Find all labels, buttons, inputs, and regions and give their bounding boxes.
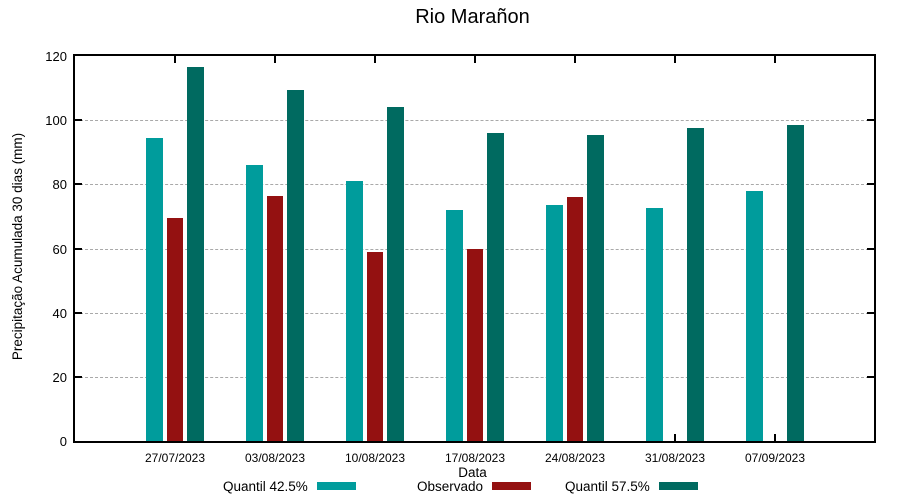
bar-quantil-42.5- (146, 137, 163, 441)
bar-quantil-42.5- (446, 210, 463, 441)
bar-quantil-57.5- (487, 133, 504, 441)
x-tick-label: 03/08/2023 (244, 451, 306, 465)
bar-quantil-57.5- (687, 128, 704, 441)
legend-swatch (316, 482, 356, 490)
bar-quantil-42.5- (746, 190, 763, 441)
x-axis-label: Data (458, 465, 487, 480)
bar-observado (267, 195, 283, 441)
x-tick-mark (274, 56, 276, 63)
bar-observado (567, 197, 583, 441)
y-tick-mark (867, 183, 874, 186)
bar-quantil-57.5- (287, 89, 304, 441)
chart-title: Rio Marañon (415, 6, 530, 28)
y-axis-label-wrap: Precipitação Acumulada 30 dias (mm) (0, 54, 36, 439)
y-tick-mark (75, 247, 82, 250)
legend-entry: Observado (417, 477, 532, 495)
legend-entry: Quantil 42.5% (223, 477, 356, 495)
legend-label: Quantil 57.5% (565, 478, 650, 494)
x-tick-mark (574, 56, 576, 63)
x-tick-mark (674, 434, 676, 441)
legend-entry: Quantil 57.5% (565, 477, 698, 495)
y-tick-mark (75, 311, 82, 314)
legend-swatch (492, 482, 532, 490)
gridline (75, 184, 874, 186)
y-tick-mark (75, 183, 82, 186)
y-tick-mark (75, 375, 82, 378)
bar-quantil-42.5- (246, 165, 263, 441)
y-tick-mark (867, 375, 874, 378)
bar-quantil-42.5- (346, 181, 363, 441)
bar-quantil-57.5- (187, 67, 204, 441)
y-tick-label: 60 (52, 241, 67, 257)
bar-observado (367, 251, 383, 441)
x-tick-label: 17/08/2023 (444, 451, 506, 465)
bar-quantil-42.5- (546, 205, 563, 441)
x-tick-label: 07/09/2023 (744, 451, 806, 465)
bar-quantil-57.5- (387, 107, 404, 441)
y-tick-label: 100 (45, 113, 67, 129)
x-tick-label: 10/08/2023 (344, 451, 406, 465)
x-tick-mark (174, 56, 176, 63)
legend-swatch (658, 482, 698, 490)
legend: Quantil 42.5% Observado Quantil 57.5% (0, 477, 900, 495)
x-tick-mark (474, 56, 476, 63)
x-tick-label: 24/08/2023 (544, 451, 606, 465)
plot-area: 0 20 40 60 80 100 120 27/07/2023 03/08/2023 10/08… (45, 49, 876, 465)
x-tick-label: 27/07/2023 (144, 451, 206, 465)
legend-label: Observado (417, 478, 484, 494)
y-tick-mark (867, 311, 874, 314)
x-tick-mark (374, 56, 376, 63)
x-tick-mark (774, 56, 776, 63)
x-tick-mark (774, 434, 776, 441)
gridline (75, 120, 874, 122)
y-tick-mark (75, 119, 82, 122)
y-tick-label: 0 (59, 434, 67, 449)
y-axis-label: Precipitação Acumulada 30 dias (mm) (10, 132, 26, 361)
bar-quantil-42.5- (646, 208, 663, 441)
bar-observado (167, 218, 183, 441)
y-tick-mark (867, 119, 874, 122)
y-tick-label: 80 (52, 177, 67, 193)
y-tick-label: 120 (45, 49, 67, 64)
y-tick-label: 40 (52, 305, 67, 321)
x-tick-mark (674, 56, 676, 63)
bar-quantil-57.5- (787, 124, 804, 441)
y-tick-mark (867, 247, 874, 250)
bar-quantil-57.5- (587, 134, 604, 441)
y-tick-label: 20 (52, 369, 67, 385)
x-tick-label: 31/08/2023 (644, 451, 706, 465)
legend-label: Quantil 42.5% (223, 478, 308, 494)
bar-observado (467, 248, 483, 441)
